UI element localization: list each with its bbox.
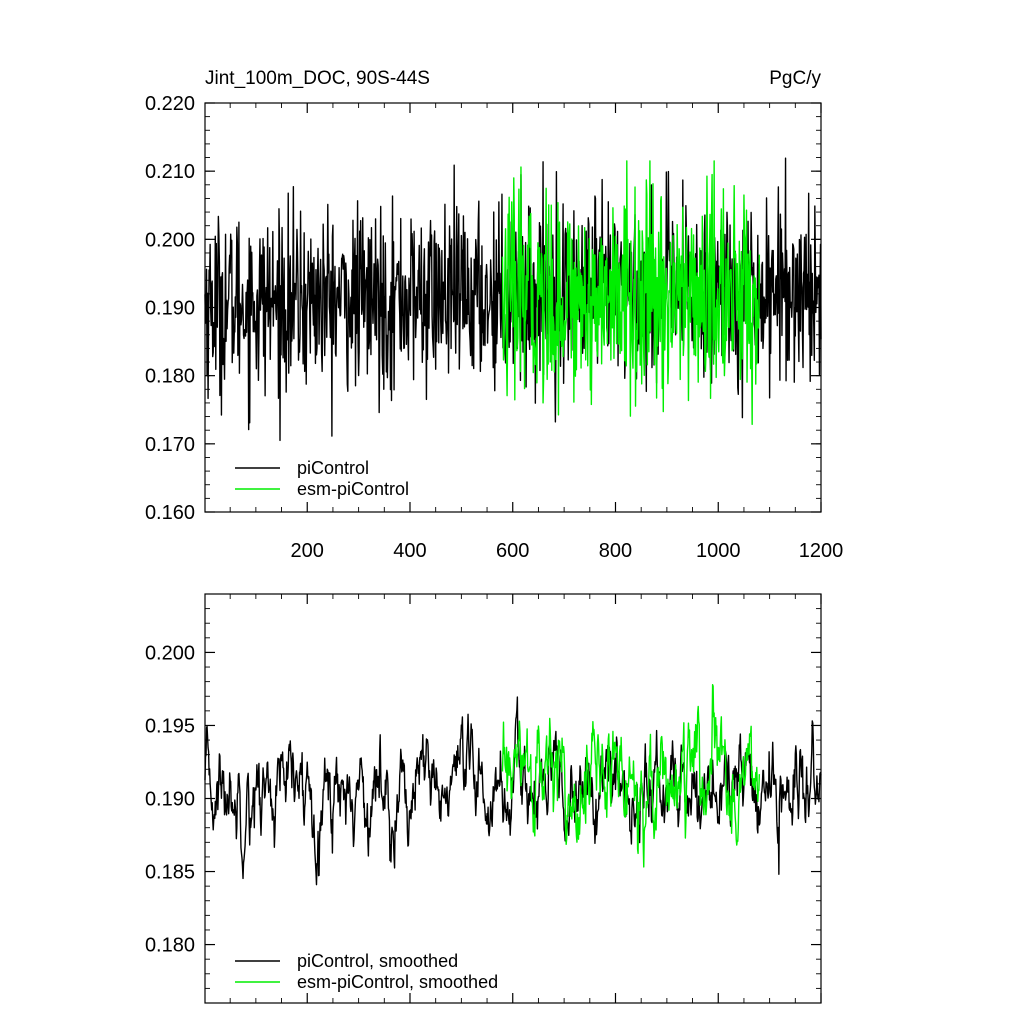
bottom-series-layer	[204, 683, 822, 886]
top-chart-units: PgC/y	[769, 68, 821, 89]
bottom-series-line-picontrol	[204, 696, 822, 886]
bottom-y-tick-label: 0.195	[145, 715, 195, 737]
bottom-y-tick-label: 0.200	[145, 642, 195, 664]
top-y-tick-label: 0.220	[145, 93, 195, 115]
top-y-tick-label: 0.210	[145, 161, 195, 183]
bottom-legend: piControl, smoothed esm-piControl, smoot…	[235, 951, 498, 992]
bottom-y-tick-label: 0.180	[145, 935, 195, 957]
top-legend: piControl esm-piControl	[235, 458, 409, 499]
top-x-tick-label: 200	[291, 540, 324, 562]
top-chart-title: Jint_100m_DOC, 90S-44S	[205, 68, 430, 89]
top-series-line-esm-picontrol	[501, 160, 761, 426]
top-x-tick-label: 600	[496, 540, 529, 562]
top-x-tick-label: 800	[599, 540, 632, 562]
bottom-panel: 0.180 0.185 0.190 0.195 0.200 piControl, smo…	[145, 593, 822, 1004]
bottom-series-line-esm-picontrol	[501, 683, 761, 868]
bottom-legend-label-esm-picontrol: esm-piControl, smoothed	[297, 972, 498, 992]
top-legend-label-esm-picontrol: esm-piControl	[297, 479, 409, 499]
top-panel: Jint_100m_DOC, 90S-44S PgC/y 0.1600.1700…	[145, 68, 843, 562]
bottom-legend-label-picontrol: piControl, smoothed	[297, 951, 458, 971]
top-x-tick-label: 400	[393, 540, 426, 562]
top-ticks: 0.160 0.170 0.180 0.190 0.200 0.210 0.220 200 40…	[145, 93, 843, 562]
bottom-y-tick-label: 0.185	[145, 862, 195, 884]
bottom-ticks: 0.180 0.185 0.190 0.195 0.200	[145, 593, 822, 1004]
top-series-layer	[204, 157, 822, 442]
top-x-tick-label: 1200	[799, 540, 844, 562]
top-y-tick-label: 0.160	[145, 502, 195, 524]
top-x-tick-label: 1000	[696, 540, 741, 562]
top-y-tick-label: 0.180	[145, 366, 195, 388]
bottom-y-tick-label: 0.190	[145, 789, 195, 811]
top-legend-label-picontrol: piControl	[297, 458, 369, 478]
top-y-tick-label: 0.190	[145, 298, 195, 320]
top-y-tick-label: 0.200	[145, 229, 195, 251]
top-y-tick-label: 0.170	[145, 434, 195, 456]
